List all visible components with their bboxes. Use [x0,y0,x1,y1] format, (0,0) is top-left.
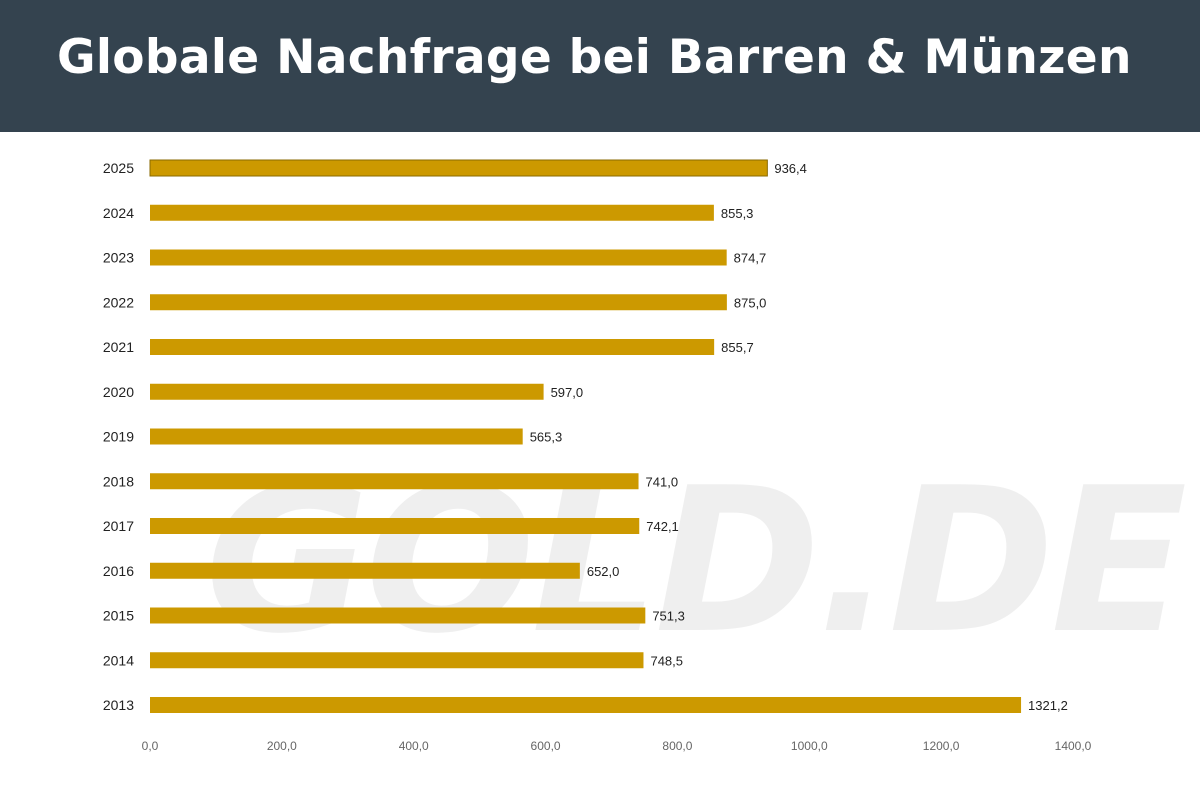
bar-2021 [150,339,715,355]
y-tick-label: 2021 [103,339,134,355]
x-tick-label: 1000,0 [791,739,828,753]
bar-2019 [150,428,523,445]
bar-2022 [150,294,727,311]
bar-2013 [150,697,1022,713]
y-tick-label: 2013 [103,697,134,713]
data-label: 855,7 [721,340,754,355]
y-tick-label: 2024 [103,205,134,221]
y-tick-label: 2016 [103,563,134,579]
x-tick-label: 1400,0 [1055,739,1092,753]
bar-2025 [149,159,768,177]
x-tick-label: 0,0 [142,739,159,753]
y-tick-label: 2019 [103,429,134,445]
y-tick-label: 2018 [103,473,134,489]
bar-2024 [150,204,714,221]
data-label: 874,7 [734,251,767,266]
x-tick-label: 800,0 [662,739,692,753]
header-banner: Globale Nachfrage bei Barren & Münzen [0,0,1200,132]
bar-2016 [150,562,580,579]
y-tick-label: 2022 [103,294,134,310]
y-tick-label: 2020 [103,384,134,400]
bar-2023 [150,249,727,266]
y-tick-label: 2014 [103,652,134,668]
data-label: 1321,2 [1028,698,1068,713]
x-tick-label: 400,0 [399,739,429,753]
y-tick-label: 2015 [103,608,134,624]
data-label: 855,3 [721,206,754,221]
data-label: 875,0 [734,295,767,310]
data-label: 652,0 [587,564,620,579]
data-label: 565,3 [530,430,563,445]
data-label: 936,4 [774,161,807,176]
x-tick-label: 600,0 [531,739,561,753]
x-tick-label: 1200,0 [923,739,960,753]
data-label: 597,0 [551,385,584,400]
data-label: 741,0 [646,474,679,489]
y-tick-label: 2025 [103,160,134,176]
bar-2015 [150,607,646,624]
page-title: Globale Nachfrage bei Barren & Münzen [57,30,1132,85]
data-label: 751,3 [652,609,685,624]
y-tick-label: 2023 [103,250,134,266]
bar-2020 [150,383,544,400]
y-tick-label: 2017 [103,518,134,534]
bar-2017 [150,518,640,534]
data-label: 748,5 [650,653,683,668]
x-tick-label: 200,0 [267,739,297,753]
data-label: 742,1 [646,519,679,534]
bar-2014 [150,652,644,669]
bar-2018 [150,473,639,490]
